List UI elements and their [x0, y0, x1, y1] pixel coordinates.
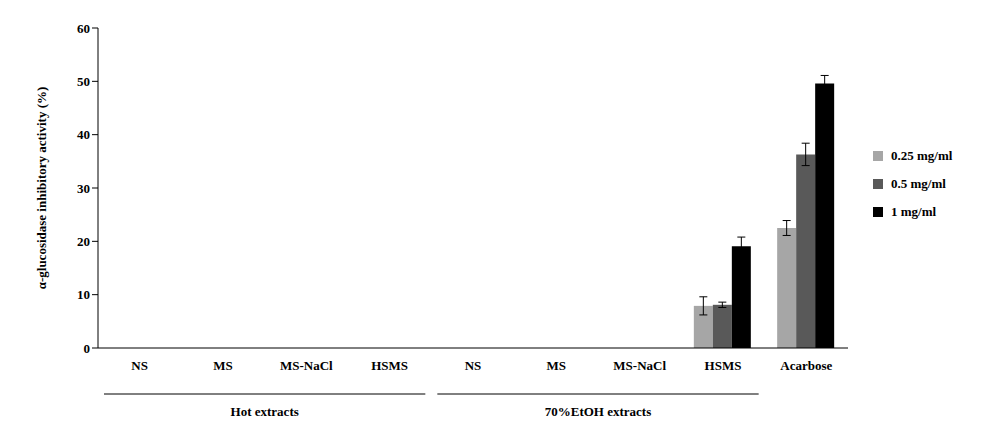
svg-text:MS-NaCl: MS-NaCl: [613, 358, 666, 373]
svg-text:50: 50: [77, 74, 90, 89]
svg-text:40: 40: [77, 127, 90, 142]
svg-text:30: 30: [77, 181, 90, 196]
svg-text:0: 0: [84, 341, 91, 356]
svg-text:70%EtOH extracts: 70%EtOH extracts: [545, 404, 652, 419]
html-text:0.25 mg/ml: 0.25 mg/ml: [891, 148, 953, 163]
svg-text:MS: MS: [547, 358, 567, 373]
html-text:1 mg/ml: 1 mg/ml: [891, 204, 937, 219]
svg-text:α-glucosidase inhibitory activ: α-glucosidase inhibitory activity (%): [34, 87, 49, 290]
svg-text:Acarbose: Acarbose: [780, 358, 832, 373]
svg-text:NS: NS: [465, 358, 482, 373]
svg-text:60: 60: [77, 21, 90, 36]
svg-text:HSMS: HSMS: [371, 358, 408, 373]
html-text:0.5 mg/ml: 0.5 mg/ml: [891, 176, 946, 191]
svg-text:MS: MS: [213, 358, 233, 373]
svg-text:Hot extracts: Hot extracts: [231, 404, 299, 419]
svg-text:MS-NaCl: MS-NaCl: [280, 358, 333, 373]
svg-text:10: 10: [77, 287, 90, 302]
svg-text:HSMS: HSMS: [705, 358, 742, 373]
svg-text:NS: NS: [131, 358, 148, 373]
svg-text:20: 20: [77, 234, 90, 249]
